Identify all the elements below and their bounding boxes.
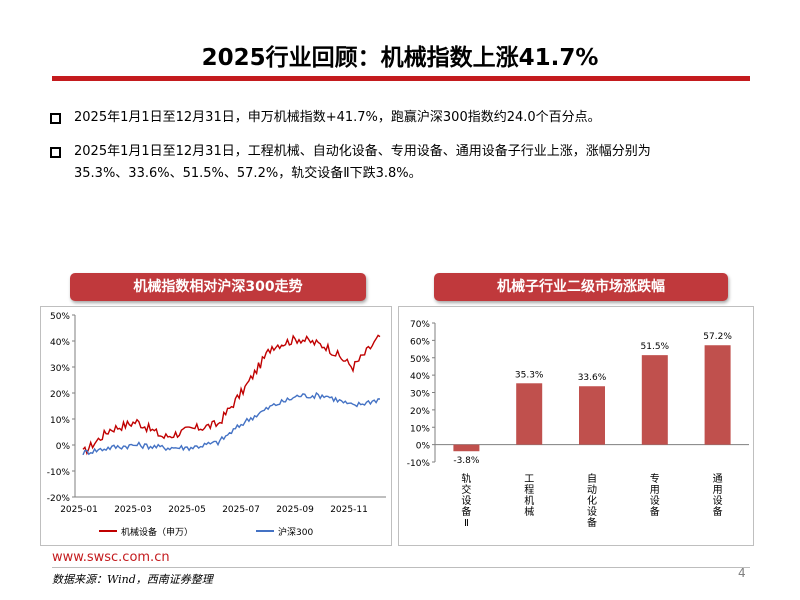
bar (704, 345, 731, 445)
data-label: 57.2% (703, 332, 732, 342)
footer-source: 数据来源：Wind，西南证券整理 (52, 573, 213, 586)
y-tick-label: 60% (410, 337, 430, 347)
y-tick-label: 30% (50, 364, 70, 374)
bullet-square-icon (50, 147, 61, 158)
y-tick-label: 10% (50, 416, 70, 426)
data-label: -3.8% (453, 456, 480, 466)
x-tick-label: 2025-03 (114, 505, 152, 515)
category-label: 专用设备 (650, 472, 660, 518)
page-title: 2025行业回顾：机械指数上涨41.7% (201, 45, 599, 71)
bar-chart-frame: 70% 60% 50% 40% 30% 20% 10% 0% -10% -3.8% 轨交设备 Ⅱ 35.… (398, 306, 754, 546)
x-tick-label: 2025-11 (330, 505, 368, 515)
x-tick-label: 2025-05 (168, 505, 206, 515)
bar-chart: 70% 60% 50% 40% 30% 20% 10% 0% -10% -3.8% 轨交设备 Ⅱ 35.… (407, 320, 749, 529)
y-tick-label: 20% (410, 407, 430, 417)
bar (453, 444, 480, 452)
y-tick-label: 0% (416, 442, 431, 452)
legend-label: 沪深300 (278, 526, 313, 538)
line-chart-frame: 50% 40% 30% 20% 10% 0% -10% -20% 2025-01 2025-03 2… (40, 306, 392, 546)
y-tick-label: 20% (50, 390, 70, 400)
y-tick-label: -10% (407, 459, 431, 469)
footer-divider (52, 567, 750, 568)
y-tick-label: 40% (410, 372, 430, 382)
y-tick-label: -10% (47, 468, 71, 478)
legend-label: 机械设备（申万） (121, 526, 193, 538)
bullet-1-text: 2025年1月1日至12月31日，申万机械指数+41.7%，跑赢沪深300指数约… (74, 110, 601, 125)
bullet-2-line2: 35.3%、33.6%、51.5%、57.2%，轨交设备Ⅱ下跌3.8%。 (74, 166, 422, 181)
right-chart-title: 机械子行业二级市场涨跌幅 (434, 273, 728, 301)
bar (641, 355, 668, 445)
y-tick-label: 0% (56, 442, 71, 452)
y-tick-label: 70% (410, 320, 430, 330)
bullet-1: 2025年1月1日至12月31日，申万机械指数+41.7%，跑赢沪深300指数约… (50, 107, 760, 129)
data-label: 51.5% (641, 342, 670, 352)
series-line-csi300 (82, 391, 381, 456)
page-number: 4 (738, 566, 746, 580)
bullet-square-icon (50, 113, 61, 124)
line-chart: 50% 40% 30% 20% 10% 0% -10% -20%2025-01 2025-03 2… (47, 312, 386, 538)
x-tick-label: 2025-01 (60, 505, 98, 515)
bar (516, 383, 543, 445)
category-label: 工程机械 (524, 474, 534, 518)
y-tick-label: 50% (50, 312, 70, 322)
left-chart-title: 机械指数相对沪深300走势 (70, 273, 366, 301)
category-label: 通用设备 (713, 473, 723, 518)
x-tick-label: 2025-09 (276, 505, 314, 515)
y-tick-label: -20% (47, 494, 71, 504)
category-label: 轨交设备 Ⅱ (461, 472, 471, 529)
footer-url: www.swsc.com.cn (52, 550, 170, 565)
data-label: 33.6% (578, 373, 607, 383)
x-tick-label: 2025-07 (222, 505, 260, 515)
bullet-2: 2025年1月1日至12月31日，工程机械、自动化设备、专用设备、通用设备子行业… (50, 141, 760, 185)
series-line-machinery (82, 334, 381, 456)
y-tick-label: 40% (50, 338, 70, 348)
data-label: 35.3% (515, 370, 544, 380)
bar (579, 386, 605, 445)
title-divider (52, 76, 750, 81)
bullet-2-line1: 2025年1月1日至12月31日，工程机械、自动化设备、专用设备、通用设备子行业… (74, 144, 651, 159)
y-tick-label: 10% (410, 424, 430, 434)
category-label: 自动化设备 (587, 472, 597, 529)
y-tick-label: 50% (410, 355, 430, 365)
y-tick-label: 30% (410, 390, 430, 400)
